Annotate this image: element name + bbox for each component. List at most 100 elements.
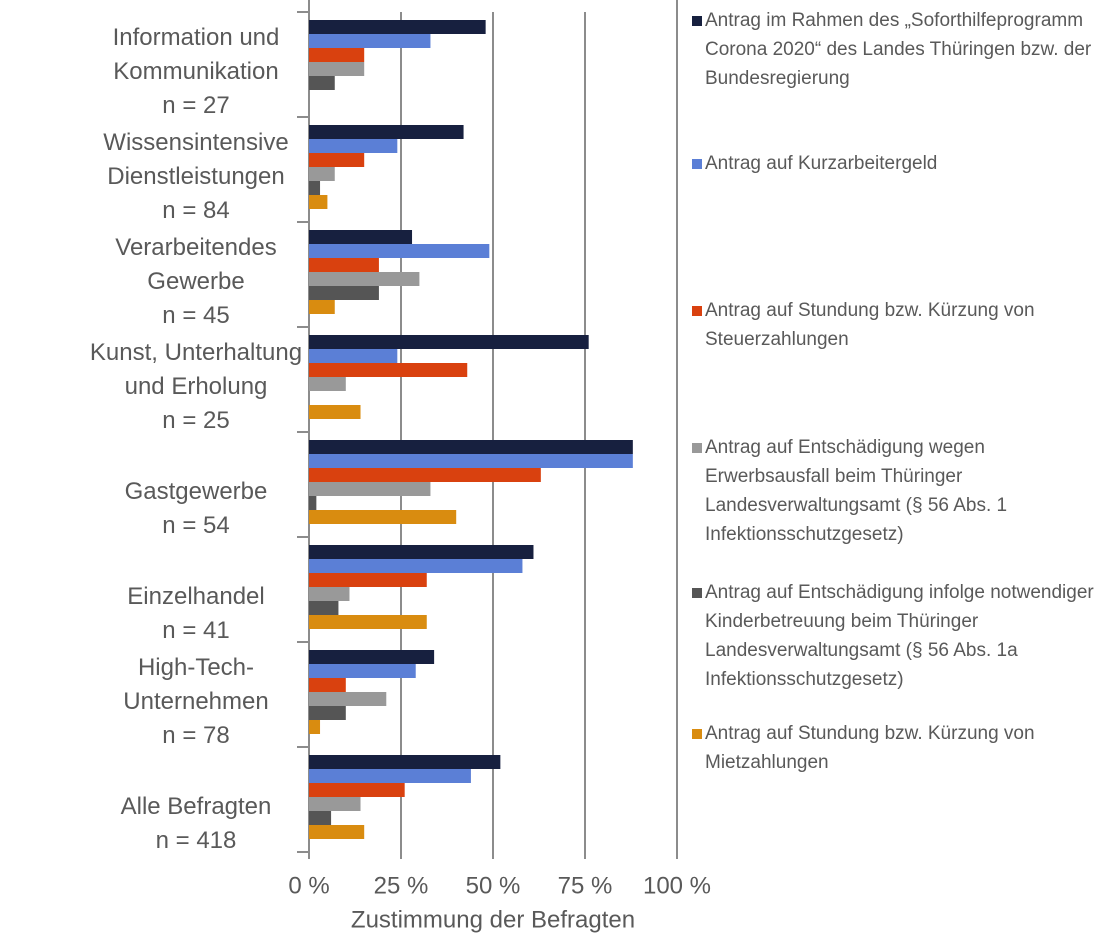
bar: [309, 48, 365, 62]
x-tick-label: 100 %: [643, 872, 711, 899]
legend-label: Antrag auf Entschädigung infolge notwend…: [705, 582, 1094, 690]
legend-swatch: [692, 159, 702, 169]
bar: [309, 62, 365, 76]
bar: [309, 706, 346, 720]
bar: [309, 678, 346, 692]
legend-label: Antrag auf Entschädigung wegen Erwerbsau…: [705, 437, 1008, 545]
bar: [309, 468, 541, 482]
bar: [309, 125, 464, 139]
bar: [309, 825, 365, 839]
bar: [309, 650, 435, 664]
bar: [309, 244, 490, 258]
y-tick-label: Einzelhandel n = 41: [127, 583, 264, 644]
legend-label: Antrag auf Stundung bzw. Kürzung von Mie…: [705, 723, 1035, 773]
bar: [309, 692, 387, 706]
label-line: n = 84: [162, 197, 229, 224]
bar: [309, 20, 486, 34]
legend-entry: Antrag auf Kurzarbeitergeld: [692, 149, 1095, 178]
bar: [309, 195, 328, 209]
x-axis-title: Zustimmung der Befragten: [351, 906, 635, 933]
legend-entry: Antrag auf Entschädigung wegen Erwerbsau…: [692, 433, 1095, 549]
legend-entry: Antrag auf Stundung bzw. Kürzung von Mie…: [692, 719, 1095, 777]
bar: [309, 258, 379, 272]
label-line: High-Tech-: [138, 654, 254, 681]
legend-label: Antrag auf Stundung bzw. Kürzung von Ste…: [705, 300, 1035, 350]
legend-entry: Antrag im Rahmen des „Soforthilfeprogram…: [692, 6, 1095, 93]
y-tick-label: Kunst, Unterhaltung und Erholung n = 25: [90, 339, 302, 434]
bar: [309, 755, 501, 769]
bar: [309, 76, 335, 90]
bar: [309, 454, 633, 468]
bar: [309, 440, 633, 454]
label-line: n = 418: [156, 827, 237, 854]
label-line: Dienstleistungen: [107, 163, 284, 190]
label-line: Gastgewerbe: [125, 478, 268, 505]
label-line: n = 78: [162, 722, 229, 749]
y-tick-label: Information und Kommunikation n = 27: [113, 24, 280, 119]
bar: [309, 545, 534, 559]
y-tick-label: Alle Befragten n = 418: [121, 793, 272, 854]
legend-swatch: [692, 306, 702, 316]
label-line: und Erholung: [125, 373, 268, 400]
bar: [309, 797, 361, 811]
legend-entry: Antrag auf Entschädigung infolge notwend…: [692, 578, 1095, 694]
bar: [309, 335, 589, 349]
x-tick-label: 0 %: [288, 872, 329, 899]
label-line: Unternehmen: [123, 688, 268, 715]
bar: [309, 482, 431, 496]
bar: [309, 769, 471, 783]
label-line: Information und: [113, 24, 280, 51]
x-tick-label: 75 %: [558, 872, 613, 899]
bar: [309, 405, 361, 419]
y-tick-label: Wissensintensive Dienstleistungen n = 84: [103, 129, 288, 224]
legend-swatch: [692, 729, 702, 739]
bar: [309, 363, 468, 377]
label-line: Alle Befragten: [121, 793, 272, 820]
bar: [309, 286, 379, 300]
bar: [309, 496, 317, 510]
bar: [309, 139, 398, 153]
label-line: n = 54: [162, 512, 229, 539]
label-line: n = 25: [162, 407, 229, 434]
label-line: Kommunikation: [113, 58, 278, 85]
x-tick-label: 50 %: [466, 872, 521, 899]
label-line: Kunst, Unterhaltung: [90, 339, 302, 366]
bar: [309, 601, 339, 615]
bar: [309, 153, 365, 167]
bar: [309, 615, 427, 629]
label-line: n = 45: [162, 302, 229, 329]
legend-label: Antrag auf Kurzarbeitergeld: [705, 153, 938, 174]
bar: [309, 181, 321, 195]
legend-label: Antrag im Rahmen des „Soforthilfeprogram…: [705, 10, 1092, 89]
bar: [309, 811, 332, 825]
label-line: Wissensintensive: [103, 129, 288, 156]
bar: [309, 167, 335, 181]
legend-swatch: [692, 443, 702, 453]
legend-swatch: [692, 16, 702, 26]
bar: [309, 230, 413, 244]
label-line: Einzelhandel: [127, 583, 264, 610]
bar: [309, 783, 405, 797]
bar: [309, 559, 523, 573]
bar: [309, 510, 457, 524]
bar: [309, 720, 321, 734]
y-tick-label: Gastgewerbe n = 54: [125, 478, 268, 539]
label-line: n = 41: [162, 617, 229, 644]
x-tick-label: 25 %: [374, 872, 429, 899]
y-tick-label: High-Tech- Unternehmen n = 78: [123, 654, 268, 749]
legend-entry: Antrag auf Stundung bzw. Kürzung von Ste…: [692, 296, 1095, 354]
bar: [309, 664, 416, 678]
bar: [309, 587, 350, 601]
bar: [309, 573, 427, 587]
label-line: Verarbeitendes: [115, 234, 276, 261]
label-line: n = 27: [162, 92, 229, 119]
bar: [309, 300, 335, 314]
bar: [309, 34, 431, 48]
bar: [309, 377, 346, 391]
y-tick-label: Verarbeitendes Gewerbe n = 45: [115, 234, 276, 329]
legend-swatch: [692, 588, 702, 598]
bar: [309, 272, 420, 286]
bar: [309, 349, 398, 363]
